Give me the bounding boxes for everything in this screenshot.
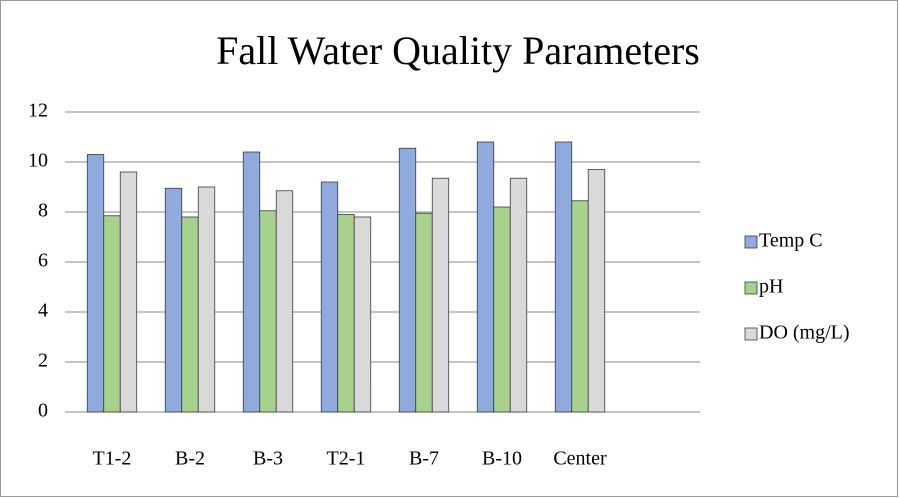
bar — [181, 216, 199, 413]
x-tick-label: T2-1 — [327, 448, 366, 470]
x-tick-label: Center — [553, 448, 607, 470]
x-tick-label: B-7 — [409, 448, 439, 470]
legend-swatch — [744, 235, 758, 249]
bar — [554, 141, 573, 413]
bar — [86, 154, 105, 413]
y-tick-label: 0 — [38, 400, 48, 422]
bar — [493, 206, 511, 413]
x-tick-label: B-10 — [482, 448, 522, 470]
y-tick-label: 2 — [38, 350, 48, 372]
bar — [242, 151, 261, 413]
legend-label: Temp C — [759, 230, 823, 252]
y-tick-label: 10 — [28, 150, 48, 172]
bar — [320, 181, 339, 413]
bar — [476, 141, 495, 413]
legend-swatch — [744, 281, 758, 295]
legend-label: pH — [759, 276, 783, 298]
bar — [164, 187, 183, 413]
y-tick-label: 12 — [28, 100, 48, 122]
y-tick-label: 6 — [38, 250, 48, 272]
bar — [431, 177, 450, 413]
bar — [398, 147, 417, 413]
bar — [259, 210, 277, 413]
bar — [587, 169, 606, 413]
bar — [103, 215, 121, 413]
x-tick-label: B-2 — [175, 448, 205, 470]
legend-label: DO (mg/L) — [759, 322, 850, 344]
bar — [509, 177, 528, 413]
x-tick-label: B-3 — [253, 448, 283, 470]
y-tick-label: 8 — [38, 200, 48, 222]
bar — [571, 200, 589, 413]
legend-swatch — [744, 327, 758, 341]
y-tick-label: 4 — [38, 300, 48, 322]
bar — [353, 216, 372, 413]
chart-title: Fall Water Quality Parameters — [216, 28, 700, 73]
bar — [337, 214, 355, 413]
bar — [275, 190, 294, 413]
bar — [119, 171, 138, 413]
bar — [197, 186, 216, 413]
x-tick-label: T1-2 — [93, 448, 132, 470]
bar — [415, 212, 433, 413]
